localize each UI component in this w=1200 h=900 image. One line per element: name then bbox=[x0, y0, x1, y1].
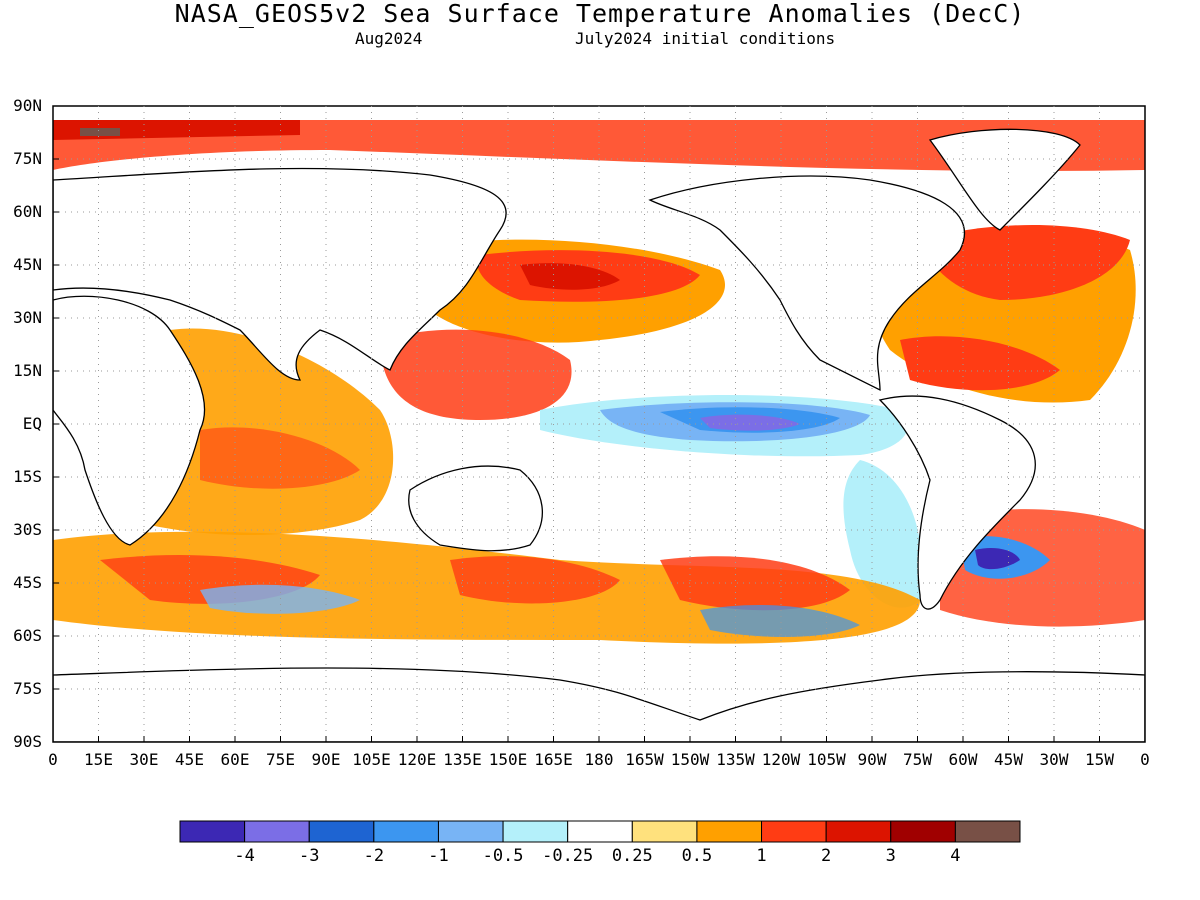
colorbar-swatch bbox=[696, 820, 763, 843]
colorbar-label: -0.25 bbox=[542, 846, 594, 866]
lat-tick-label: 75S bbox=[13, 679, 42, 698]
anomaly-field bbox=[53, 106, 1145, 742]
lon-tick-label: 180 bbox=[584, 750, 614, 769]
colorbar-swatch bbox=[890, 820, 956, 843]
initial-conditions-note: July2024 initial conditions bbox=[575, 29, 836, 48]
colorbar-label: 2 bbox=[821, 846, 832, 866]
colorbar-swatch bbox=[761, 820, 827, 843]
colorbar-label: -2 bbox=[363, 846, 385, 866]
lat-tick-label: 75N bbox=[13, 149, 42, 168]
colorbar-swatch bbox=[825, 820, 892, 843]
colorbar-swatch bbox=[244, 820, 310, 843]
lat-tick-label: 60S bbox=[13, 626, 42, 645]
colorbar-label: 3 bbox=[885, 846, 896, 866]
colorbar-label: 4 bbox=[950, 846, 961, 866]
lat-tick-label: 15S bbox=[13, 467, 42, 486]
lat-tick-label: 45N bbox=[13, 255, 42, 274]
lon-tick-label: 135E bbox=[443, 750, 482, 769]
colorbar-label: 1 bbox=[756, 846, 767, 866]
lat-tick-label: EQ bbox=[22, 414, 42, 433]
colorbar-swatch bbox=[567, 820, 633, 843]
lon-tick-label: 90E bbox=[311, 750, 341, 769]
colorbar-label: -3 bbox=[298, 846, 320, 866]
lon-tick-label: 150W bbox=[670, 750, 710, 769]
lat-tick-label: 30N bbox=[13, 308, 42, 327]
colorbar-swatch bbox=[502, 820, 569, 843]
lon-tick-label: 105E bbox=[352, 750, 391, 769]
lon-tick-label: 75W bbox=[903, 750, 932, 769]
lat-tick-label: 90N bbox=[13, 96, 42, 115]
axis-ticks bbox=[52, 105, 1146, 743]
lat-tick-label: 45S bbox=[13, 573, 42, 592]
colorbar-swatch bbox=[373, 820, 439, 843]
graticule bbox=[53, 106, 1145, 742]
lon-tick-label: 0 bbox=[1140, 750, 1150, 769]
lon-tick-label: 165E bbox=[534, 750, 573, 769]
colorbar-label: 0.25 bbox=[611, 846, 653, 866]
lon-tick-label: 30E bbox=[129, 750, 159, 769]
lon-tick-label: 60W bbox=[948, 750, 978, 769]
colorbar-label: -4 bbox=[234, 846, 255, 866]
lon-tick-label: 60E bbox=[220, 750, 250, 769]
lon-tick-label: 120W bbox=[761, 750, 801, 769]
lon-tick-label: 15E bbox=[84, 750, 113, 769]
lat-tick-label: 60N bbox=[13, 202, 42, 221]
lon-tick-label: 75E bbox=[266, 750, 295, 769]
forecast-month: Aug2024 bbox=[355, 29, 423, 48]
lon-tick-label: 0 bbox=[48, 750, 58, 769]
colorbar-swatch bbox=[631, 820, 698, 843]
lon-tick-label: 150E bbox=[488, 750, 528, 769]
lon-tick-label: 90W bbox=[857, 750, 887, 769]
colorbar bbox=[179, 820, 1021, 843]
lat-tick-label: 90S bbox=[13, 732, 42, 751]
colorbar-swatch bbox=[437, 820, 504, 843]
lon-tick-label: 120E bbox=[397, 750, 437, 769]
colorbar-swatch bbox=[179, 820, 246, 843]
colorbar-label: -0.5 bbox=[482, 846, 524, 866]
lon-tick-label: 15W bbox=[1085, 750, 1114, 769]
colorbar-swatch bbox=[954, 820, 1021, 843]
lon-tick-label: 135W bbox=[716, 750, 755, 769]
landmasses bbox=[53, 128, 1145, 742]
lon-tick-label: 30W bbox=[1039, 750, 1069, 769]
lon-tick-label: 105W bbox=[807, 750, 846, 769]
colorbar-label: -1 bbox=[428, 846, 449, 866]
lon-tick-label: 45E bbox=[175, 750, 204, 769]
colorbar-swatch bbox=[308, 820, 375, 843]
colorbar-label: 0.5 bbox=[681, 846, 713, 866]
lon-tick-label: 165W bbox=[625, 750, 664, 769]
lat-tick-label: 15N bbox=[13, 361, 42, 380]
lat-tick-label: 30S bbox=[13, 520, 42, 539]
map-title: NASA_GEOS5v2 Sea Surface Temperature Ano… bbox=[174, 0, 1026, 28]
lon-tick-label: 45W bbox=[994, 750, 1023, 769]
